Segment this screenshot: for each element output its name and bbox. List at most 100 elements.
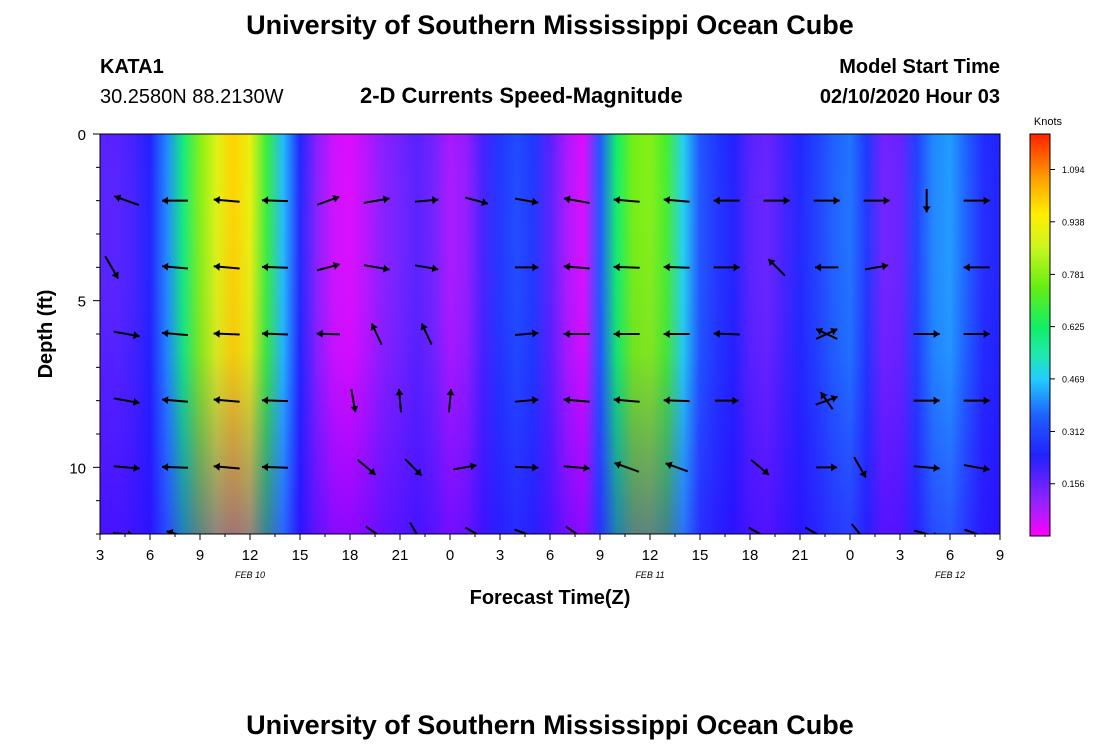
current-vector [446,388,455,413]
current-vector [161,396,189,405]
colorbar-tick-label: 0.938 [1062,217,1085,227]
current-vector [261,196,289,205]
current-vector [713,329,740,338]
current-vector [261,329,289,338]
current-vector [370,322,383,346]
current-vector [913,330,940,338]
current-vector [161,329,189,338]
colorbar-tick-label: 0.312 [1062,427,1085,437]
current-vector [363,195,390,204]
plot-title: 2-D Currents Speed-Magnitude [360,83,683,108]
current-vector [409,522,418,534]
current-vector [414,264,439,273]
y-tick-label: 0 [78,127,86,144]
current-vector [963,196,990,205]
current-vector [913,396,940,405]
current-vector [213,329,240,338]
current-vector [161,463,189,472]
current-vector [316,329,341,338]
colorbar-unit: Knots [1034,116,1063,128]
x-tick-label: 12 [642,547,659,564]
current-vector [613,263,640,272]
current-vector [420,322,433,346]
x-tick-label: 3 [896,547,904,564]
current-vector [614,461,640,473]
current-vector [913,463,940,472]
current-vector [763,196,790,205]
colorbar-tick-label: 0.469 [1062,374,1085,384]
x-tick-label: 12 [242,547,259,564]
current-vector [357,459,377,476]
current-vector [804,526,819,534]
current-vector [613,330,640,338]
heatmap-depth-shade [100,134,1000,534]
station-coordinates: 30.2580N 88.2130W [100,86,284,108]
colorbar-tick-label: 1.094 [1062,165,1085,175]
current-vector [162,196,188,205]
current-vector [213,462,240,471]
current-vector [563,195,590,204]
axes: 3 6 9 12 15 18 21 0 3 6 9 12 15 18 21 0 3 6 9 FEB 10 FEB 11 F… [69,127,1004,580]
colorbar-scale [1029,133,1051,537]
colorbar-tick-label: 0.156 [1062,479,1085,489]
model-start-label: Model Start Time [839,56,1000,78]
current-vector [713,263,740,272]
x-tick-label: 3 [496,547,504,564]
colorbar: Knots 0.156 0.312 0.469 0.625 0.781 0.938 1.09… [1029,116,1085,537]
current-vector [414,196,439,205]
current-vector [663,330,690,338]
current-vector [363,264,390,273]
x-tick-label: 21 [792,547,809,564]
x-tick-label: 0 [446,547,454,564]
y-tick-label: 5 [78,294,86,311]
current-vector [963,330,990,338]
x-tick-label: 3 [96,547,104,564]
x-tick-label: 9 [996,547,1004,564]
current-vector [514,197,539,206]
colorbar-tick-label: 0.781 [1062,270,1085,280]
current-vector [814,263,839,272]
current-vector [404,458,423,477]
current-vector [853,456,867,478]
current-vector [663,196,690,205]
x-tick-label: 18 [342,547,359,564]
current-vector [563,396,590,405]
x-tick-label: 9 [196,547,204,564]
current-vector [563,330,590,338]
current-vector [663,396,690,405]
current-vector [963,464,990,473]
current-vector [913,529,937,534]
y-tick-label: 10 [69,460,86,477]
current-vector [850,523,862,534]
x-tick-label: 15 [292,547,309,564]
footer-title: University of Southern Mississippi Ocean… [246,710,854,740]
current-vector [963,263,990,272]
current-vector [563,262,590,271]
current-vector [819,391,834,410]
x-tick-label: 18 [742,547,759,564]
x-tick-label: 6 [546,547,554,564]
x-tick-label: 15 [692,547,709,564]
current-vector [563,463,590,472]
date-label: FEB 10 [235,570,265,580]
current-vector [113,397,140,406]
date-label: FEB 11 [635,570,664,580]
speed-heatmap [100,134,1000,534]
current-vector [464,526,479,534]
current-vector [365,525,379,534]
current-vector [864,262,889,271]
model-start-time: 02/10/2020 Hour 03 [819,86,1000,108]
x-axis-label: Forecast Time(Z) [470,587,631,609]
current-vector [261,463,289,472]
x-tick-label: 21 [392,547,409,564]
current-vector [465,196,489,207]
current-vector [714,396,739,405]
current-vector [113,330,140,340]
current-vector [665,461,689,473]
current-vector [113,463,140,472]
current-vector [748,526,762,534]
current-vector [213,262,240,271]
x-tick-label: 6 [946,547,954,564]
current-vector [514,263,539,272]
